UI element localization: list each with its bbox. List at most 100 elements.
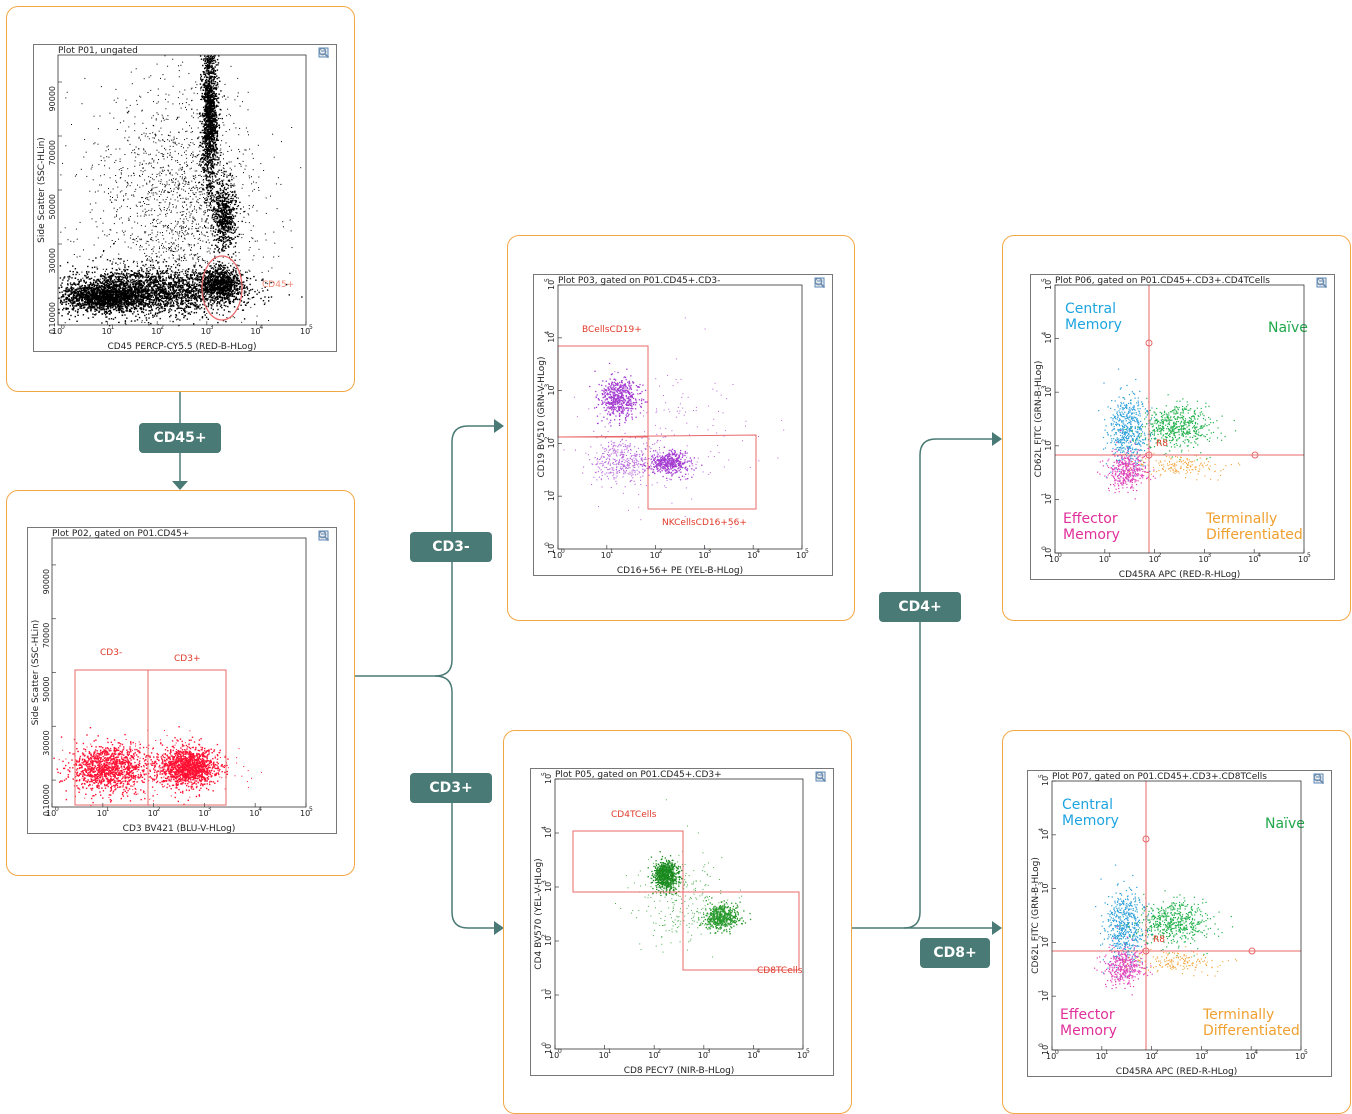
y-tick-exp: 2 [1041, 439, 1048, 443]
x-axis-label: CD45RA APC (RED-R-HLog) [1116, 1067, 1237, 1077]
x-tick-exp: 0 [561, 548, 565, 555]
y-tick-label: 10 [1044, 333, 1053, 343]
plot-title: Plot P05, gated on P01.CD45+.CD3+ [555, 770, 722, 780]
x-tick-exp: 4 [1257, 552, 1261, 559]
x-tick-exp: 3 [707, 548, 711, 555]
x-tick-label: 10 [1298, 555, 1308, 564]
quadrant-handle [1145, 451, 1153, 459]
y-tick-label: 30000 [48, 248, 57, 273]
x-tick-label: 10 [1046, 1052, 1056, 1061]
y-tick-exp: 4 [544, 331, 551, 335]
search-icon[interactable] [1316, 277, 1328, 289]
plot-title: Plot P02, gated on P01.CD45+ [52, 529, 190, 539]
x-tick-label: 10 [1099, 555, 1109, 564]
y-tick-exp: 5 [1041, 278, 1048, 282]
x-tick-label: 10 [1146, 1052, 1156, 1061]
y-tick-label: 10 [544, 990, 553, 1000]
x-tick-label: 10 [102, 327, 112, 336]
y-axis-label: Side Scatter (SSC-HLin) [31, 620, 41, 726]
y-tick-label: 70000 [48, 140, 57, 165]
x-tick-exp: 1 [1108, 552, 1112, 559]
y-tick-exp: 1 [1041, 492, 1048, 496]
plot-canvas: R8 Central Memory Naïve Effector Memory Termin… [1034, 278, 1311, 580]
x-axis-label: CD8 PECY7 (NIR-B-HLog) [624, 1066, 735, 1076]
events [1097, 368, 1241, 500]
y-tick-label: 10 [547, 385, 556, 395]
y-tick-label: 10 [547, 333, 556, 343]
x-tick-exp: 5 [309, 806, 313, 813]
plot-p02: CD3- CD3+ 10 0 10 1 10 2 10 3 10 4 10 5 0 10000 30000 500… [27, 527, 337, 834]
x-tick-label: 10 [601, 551, 611, 560]
y-axis-label: Side Scatter (SSC-HLin) [37, 137, 47, 243]
search-icon[interactable] [318, 47, 330, 59]
y-tick-exp: 3 [1038, 882, 1045, 886]
x-tick-label: 10 [198, 809, 208, 818]
x-tick-exp: 2 [657, 1048, 661, 1055]
y-tick-exp: 3 [544, 384, 551, 388]
events [563, 317, 785, 549]
x-tick-label: 10 [599, 1051, 609, 1060]
search-icon[interactable] [814, 277, 826, 289]
gate-label-cd45: CD45+ [262, 280, 294, 290]
y-tick-label: 90000 [42, 569, 51, 594]
gate-label-cd3pos: CD3+ [174, 654, 200, 664]
x-tick-exp: 4 [258, 806, 262, 813]
y-tick-label: 10 [544, 828, 553, 838]
y-tick-exp: 1 [541, 988, 548, 992]
y-tick-exp: 3 [541, 880, 548, 884]
gate-label-nkcells: NKCellsCD16+56+ [662, 518, 747, 528]
gate-label-cd8tcells: CD8TCells [757, 966, 803, 976]
x-tick-label: 10 [747, 1051, 757, 1060]
x-tick-exp: 5 [1304, 1049, 1308, 1056]
plot-p05: CD4TCells CD8TCells 10 0 10 1 10 2 10 3 10 4 10 5 10 0 1… [530, 768, 834, 1076]
x-axis-label: CD45 PERCP-CY5.5 (RED-B-HLog) [107, 342, 256, 352]
search-icon[interactable] [318, 530, 330, 542]
y-tick-exp: 4 [1038, 828, 1045, 832]
y-tick-label: 70000 [42, 623, 51, 648]
x-tick-label: 10 [52, 327, 62, 336]
y-tick-exp: 0 [544, 542, 551, 546]
y-tick-label: 50000 [48, 194, 57, 219]
x-tick-exp: 1 [610, 548, 614, 555]
y-tick-label: 10000 [48, 302, 57, 327]
search-icon[interactable] [815, 771, 827, 783]
y-tick-exp: 5 [544, 278, 551, 282]
search-icon[interactable] [1313, 773, 1325, 785]
x-tick-label: 10 [747, 551, 757, 560]
x-tick-exp: 0 [558, 1048, 562, 1055]
x-tick-exp: 2 [1158, 552, 1162, 559]
plot-canvas: R8 Central Memory Naïve Effector Memory Termin… [1031, 774, 1308, 1077]
plot-axes [1054, 284, 1305, 554]
plot-p06: R8 Central Memory Naïve Effector Memory Termin… [1030, 274, 1335, 580]
x-tick-exp: 3 [210, 324, 214, 331]
x-tick-exp: 0 [1055, 1049, 1059, 1056]
x-tick-exp: 1 [106, 806, 110, 813]
badge-cd3neg: CD3- [410, 532, 492, 562]
x-tick-exp: 0 [55, 806, 59, 813]
y-tick-label: 10 [544, 774, 553, 784]
events [53, 726, 262, 807]
x-tick-exp: 5 [806, 1048, 810, 1055]
x-tick-label: 10 [97, 809, 107, 818]
x-tick-label: 10 [1049, 555, 1059, 564]
quadrant-handle [1142, 947, 1150, 955]
gate-cd3pos [147, 669, 227, 806]
y-axis-label: CD62L FITC (GRN-B-HLog) [1034, 361, 1044, 478]
y-tick-label: 10 [544, 1044, 553, 1054]
y-tick-label: 10 [1041, 991, 1050, 1001]
plot-title: Plot P07, gated on P01.CD45+.CD3+.CD8TCe… [1052, 772, 1267, 782]
y-tick-exp: 1 [1038, 989, 1045, 993]
gate-cd3neg [74, 669, 149, 806]
x-tick-label: 10 [698, 1051, 708, 1060]
plot-p03: BCellsCD19+ NKCellsCD16+56+ 10 0 10 1 10 2 10 3 10… [533, 274, 833, 576]
label-central-memory: Central Memory [1065, 301, 1122, 333]
y-tick-label: 0 [48, 329, 57, 334]
x-tick-label: 10 [148, 809, 158, 818]
x-tick-exp: 3 [207, 806, 211, 813]
x-tick-exp: 0 [61, 324, 65, 331]
label-effector-memory: Effector Memory [1063, 511, 1120, 543]
label-naive: Naïve [1268, 320, 1308, 336]
x-tick-label: 10 [201, 327, 211, 336]
gate-label-cd4tcells: CD4TCells [611, 810, 657, 820]
events [615, 799, 752, 971]
